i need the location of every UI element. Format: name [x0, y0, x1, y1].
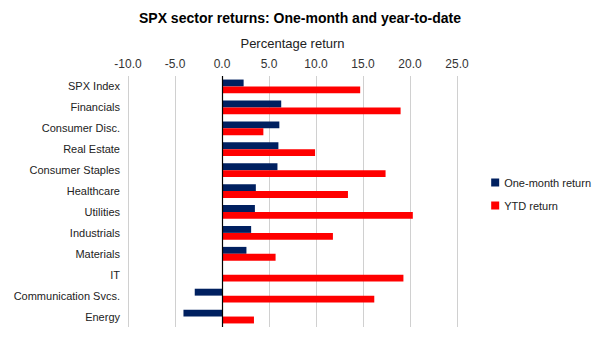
- svg-text:Consumer Staples: Consumer Staples: [30, 164, 121, 176]
- svg-text:Healthcare: Healthcare: [67, 185, 120, 197]
- svg-text:15.0: 15.0: [351, 57, 375, 71]
- svg-text:Financials: Financials: [70, 101, 120, 113]
- svg-text:One-month return: One-month return: [504, 177, 591, 189]
- svg-text:SPX Index: SPX Index: [68, 80, 120, 92]
- svg-text:20.0: 20.0: [398, 57, 422, 71]
- svg-text:Communication Svcs.: Communication Svcs.: [14, 290, 120, 302]
- svg-text:Percentage return: Percentage return: [240, 36, 344, 51]
- svg-text:Energy: Energy: [85, 311, 120, 323]
- svg-text:0.0: 0.0: [214, 57, 231, 71]
- svg-text:-5.0: -5.0: [165, 57, 186, 71]
- svg-text:Industrials: Industrials: [70, 227, 121, 239]
- svg-text:5.0: 5.0: [261, 57, 278, 71]
- svg-text:10.0: 10.0: [304, 57, 328, 71]
- svg-text:SPX sector returns: One-month: SPX sector returns: One-month and year-t…: [139, 10, 461, 26]
- svg-text:-10.0: -10.0: [114, 57, 142, 71]
- svg-text:Consumer Disc.: Consumer Disc.: [42, 122, 120, 134]
- svg-text:25.0: 25.0: [445, 57, 469, 71]
- svg-text:IT: IT: [110, 269, 120, 281]
- svg-text:Real Estate: Real Estate: [63, 143, 120, 155]
- svg-text:Materials: Materials: [75, 248, 120, 260]
- svg-text:Utilities: Utilities: [85, 206, 121, 218]
- svg-text:YTD return: YTD return: [504, 200, 558, 212]
